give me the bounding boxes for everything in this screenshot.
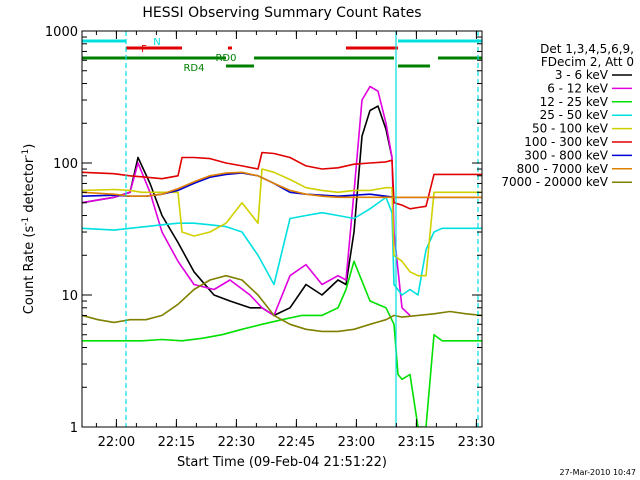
x-tick-label: 22:45 [278, 435, 315, 450]
legend-label-6-12-kev: 6 - 12 keV [547, 81, 609, 95]
series-line-12-25-kev [82, 260, 482, 427]
legend-label-3-6-kev: 3 - 6 keV [555, 68, 609, 82]
plot-frame [81, 30, 483, 428]
x-tick-label: 22:30 [218, 435, 255, 450]
series-line-7000-20000-kev [82, 274, 482, 333]
y-tick-label: 1000 [45, 25, 78, 40]
legend-label-25-50-kev: 25 - 50 keV [540, 108, 609, 122]
legend-title-line-2: FDecim 2, Att 0 [541, 55, 634, 69]
x-tick-label: 23:15 [398, 435, 435, 450]
legend-label-50-100-kev: 50 - 100 keV [532, 122, 609, 136]
legend-label-7000-20000-kev: 7000 - 20000 keV [501, 175, 608, 189]
series-line-100-300-kev [82, 151, 482, 210]
legend-label-100-300-kev: 100 - 300 keV [524, 135, 608, 149]
status-bar-label-n: N [153, 37, 160, 48]
x-tick-label: 22:15 [158, 435, 195, 450]
series-line-800-7000-kev [82, 171, 482, 199]
y-tick-label: 10 [61, 289, 78, 304]
x-axis-label: Start Time (09-Feb-04 21:51:22) [177, 455, 387, 470]
legend-label-300-800-kev: 300 - 800 keV [524, 148, 608, 162]
legend: Det 1,3,4,5,6,9, FDecim 2, Att 0 3 - 6 k… [501, 42, 634, 189]
series-line-6-12-kev [82, 85, 411, 317]
series-line-50-100-kev [82, 168, 482, 277]
y-tick-label: 1 [70, 421, 78, 436]
status-bar-label-rd4: RD4 [183, 63, 204, 74]
legend-label-12-25-kev: 12 - 25 keV [540, 95, 609, 109]
x-tick-label: 22:00 [98, 435, 135, 450]
legend-label-800-7000-kev: 800 - 7000 keV [517, 162, 609, 176]
chart-title: HESSI Observing Summary Count Rates [142, 5, 421, 21]
series-line-25-50-kev [82, 196, 482, 296]
footer-date: 27-Mar-2010 10:47 [560, 468, 637, 477]
x-tick-label: 23:30 [458, 435, 495, 450]
status-bar-label-rd0: RD0 [215, 53, 236, 64]
legend-title-line-1: Det 1,3,4,5,6,9, [540, 42, 634, 56]
y-axis-label: Count Rate (s-1 detector-1) [21, 144, 37, 315]
x-tick-label: 23:00 [338, 435, 375, 450]
status-bar-label-f: F [141, 44, 147, 55]
y-tick-label: 100 [53, 157, 78, 172]
